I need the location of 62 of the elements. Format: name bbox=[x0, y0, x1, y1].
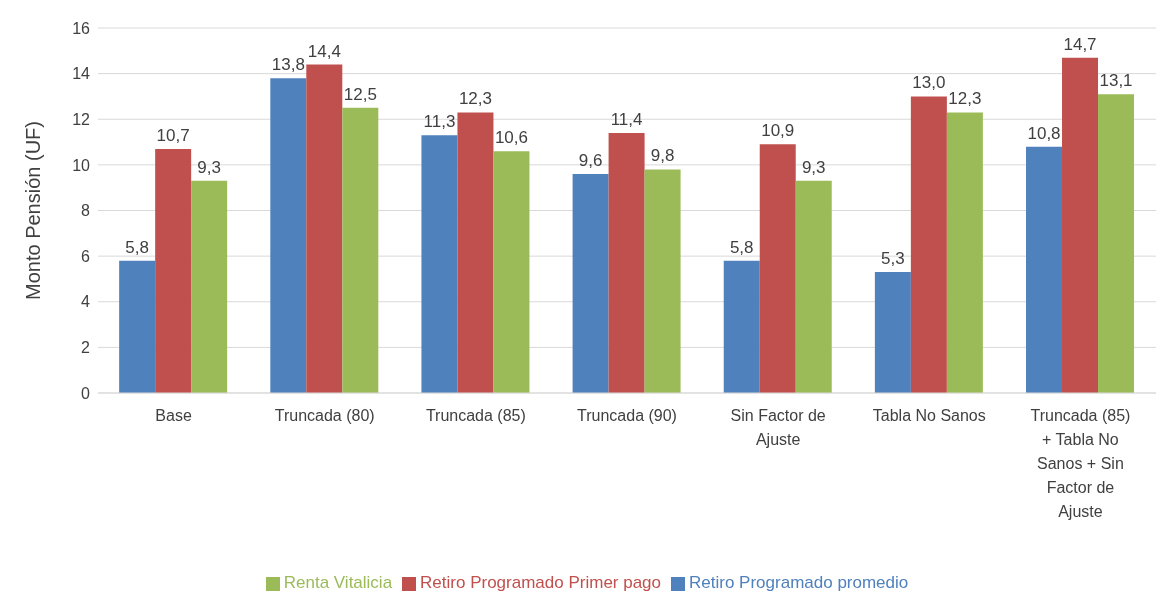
x-tick-label: Truncada (80) bbox=[274, 407, 375, 424]
y-axis-title: Monto Pensión (UF) bbox=[22, 121, 45, 300]
bar bbox=[1098, 94, 1135, 393]
y-tick-label: 10 bbox=[72, 156, 91, 174]
x-tick-label: Truncada (85) + Tabla No Sanos + Sin Factor de Ajuste bbox=[1030, 407, 1131, 520]
legend-label: Retiro Programado promedio bbox=[689, 573, 909, 592]
y-tick-label: 2 bbox=[81, 339, 91, 357]
data-label: 12,3 bbox=[948, 89, 982, 109]
data-label: 9,8 bbox=[650, 146, 675, 166]
data-label: 14,4 bbox=[307, 41, 341, 61]
x-tick-label: Tabla No Sanos bbox=[872, 407, 986, 424]
data-label: 5,8 bbox=[729, 237, 754, 257]
y-tick-label: 6 bbox=[81, 247, 91, 265]
bar bbox=[421, 135, 458, 393]
y-tick-label: 4 bbox=[81, 293, 91, 311]
bar bbox=[119, 260, 156, 393]
bar bbox=[342, 107, 379, 393]
bar bbox=[1026, 146, 1063, 393]
data-label: 5,8 bbox=[125, 237, 149, 257]
data-label: 12,3 bbox=[458, 89, 492, 109]
data-label: 5,3 bbox=[881, 249, 905, 269]
bar bbox=[270, 78, 307, 393]
bar bbox=[795, 180, 832, 393]
data-label: 13,1 bbox=[1099, 71, 1133, 91]
bar bbox=[493, 151, 530, 393]
bar bbox=[1062, 57, 1099, 393]
bar bbox=[946, 112, 983, 393]
bar bbox=[306, 64, 343, 393]
bar bbox=[608, 132, 645, 393]
data-label: 9,3 bbox=[801, 157, 826, 177]
y-tick-label: 0 bbox=[81, 384, 91, 402]
data-label: 11,4 bbox=[610, 109, 643, 129]
legend-label: Retiro Programado Primer pago bbox=[420, 573, 662, 592]
x-tick-label: Truncada (85) bbox=[425, 407, 526, 424]
x-tick-label: Sin Factor de Ajuste bbox=[730, 407, 826, 448]
bar bbox=[572, 174, 609, 393]
bar bbox=[155, 148, 192, 393]
x-tick-label: Truncada (90) bbox=[577, 407, 677, 424]
legend-label: Renta Vitalicia bbox=[283, 573, 393, 592]
bar bbox=[644, 169, 681, 393]
y-tick-label: 8 bbox=[81, 202, 91, 220]
bar bbox=[457, 112, 494, 393]
x-tick-label: Base bbox=[155, 407, 192, 424]
bar bbox=[910, 96, 947, 393]
data-label: 12,5 bbox=[343, 84, 377, 104]
data-label: 13,0 bbox=[912, 73, 946, 93]
data-label: 10,8 bbox=[1027, 123, 1061, 143]
data-label: 10,9 bbox=[761, 121, 795, 141]
data-label: 9,6 bbox=[578, 151, 603, 170]
data-label: 13,8 bbox=[271, 55, 305, 75]
data-label: 14,7 bbox=[1063, 34, 1097, 54]
bar bbox=[723, 260, 760, 393]
y-tick-label: 14 bbox=[72, 65, 91, 83]
bar bbox=[759, 144, 796, 393]
bar bbox=[191, 180, 228, 393]
y-tick-label: 16 bbox=[72, 19, 91, 37]
data-label: 10,6 bbox=[494, 128, 528, 148]
data-label: 9,3 bbox=[197, 157, 221, 177]
data-label: 11,3 bbox=[423, 112, 456, 132]
bar bbox=[874, 272, 911, 393]
data-label: 10,7 bbox=[156, 125, 190, 145]
y-tick-label: 12 bbox=[72, 110, 91, 128]
